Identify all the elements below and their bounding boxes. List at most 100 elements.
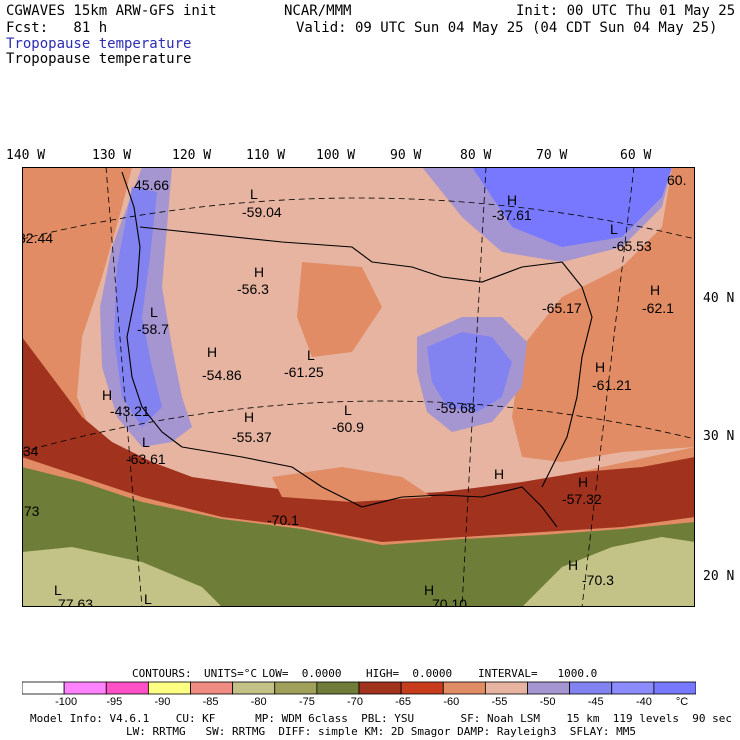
color-tick-label: -90 (154, 696, 170, 707)
map-label: -60.9 (332, 419, 364, 435)
map-label: H (507, 192, 517, 208)
color-scale-bar: -100 -95 -90 -85 -80 -75 -70 -65 -60 -55 -50 -45 -40… (22, 681, 696, 707)
lat-label-40n: 40 N (703, 291, 735, 306)
map-label: H (494, 466, 504, 482)
map-label: 45.66 (134, 177, 169, 193)
contours-low: LOW= 0.0000 (262, 667, 342, 680)
graticule-40n (22, 197, 695, 240)
contours-label: CONTOURS: (132, 667, 192, 680)
coastline-gulf (361, 486, 558, 528)
color-tick-label: -80 (251, 696, 267, 707)
shade-orange-east (512, 167, 695, 462)
contours-units: UNITS=°C (204, 667, 257, 680)
map-label: -43.21 (110, 403, 150, 419)
color-tick-label: -40 (636, 696, 652, 707)
color-swatch (611, 681, 655, 695)
map-label: -61.21 (592, 377, 632, 393)
color-swatch (316, 681, 360, 695)
map-label: H (650, 282, 660, 298)
map-label: -65.17 (542, 300, 582, 316)
color-swatch (190, 681, 234, 695)
color-swatch (63, 681, 107, 695)
color-tick-label: -70 (347, 696, 363, 707)
color-tick-label: -75 (299, 696, 315, 707)
field-title-shaded: Tropopause temperature (6, 36, 192, 52)
map-label: H (568, 557, 578, 573)
graticule-30n (22, 400, 695, 453)
lon-label-60w: 60 W (620, 148, 652, 163)
graticule-lon-60 (581, 167, 635, 607)
header-forecast-hour: Fcst: 81 h (6, 20, 108, 36)
map-label: .34 (22, 443, 39, 459)
map-label: H (254, 264, 264, 280)
shade-tan-southeast (522, 537, 695, 607)
lon-label-120w: 120 W (172, 148, 212, 163)
lat-label-30n: 30 N (703, 429, 735, 444)
color-swatch (653, 681, 696, 695)
map-label: L (54, 582, 62, 598)
shade-tan-southwest (22, 547, 222, 607)
color-swatch (569, 681, 613, 695)
header-center-org: NCAR/MMM (284, 3, 352, 19)
color-swatch (274, 681, 318, 695)
shade-olive-south (22, 467, 695, 607)
map-label: L (307, 347, 315, 363)
map-label: -70.1 (267, 512, 299, 528)
color-swatch (400, 681, 444, 695)
map-label: H (244, 409, 254, 425)
header-init-time: Init: 00 UTC Thu 01 May 25 (516, 3, 736, 19)
color-tick-label: -65 (395, 696, 411, 707)
map-label: L (610, 221, 618, 237)
contours-high: HIGH= 0.0000 (366, 667, 453, 680)
map-label: -70.3 (582, 572, 614, 588)
map-label: .73 (22, 503, 40, 519)
map-label: L (142, 434, 150, 450)
map-label: -37.61 (492, 207, 532, 223)
field-title-contour: Tropopause temperature (6, 51, 192, 67)
color-swatch (105, 681, 149, 695)
color-tick-label: -50 (540, 696, 556, 707)
map-label: -54.86 (202, 367, 242, 383)
map-label: -61.25 (284, 364, 324, 380)
color-swatch (147, 681, 191, 695)
border-us-canada (139, 226, 563, 283)
map-label: L (344, 402, 352, 418)
graticule-lon-80 (461, 167, 487, 607)
lon-label-140w: 140 W (6, 148, 46, 163)
lon-label-90w: 90 W (390, 148, 422, 163)
map-label: -59.68 (436, 400, 476, 416)
color-swatch (442, 681, 486, 695)
color-tick-label: -100 (55, 696, 77, 707)
shade-blue-northeast (472, 167, 672, 247)
border-us-mexico (181, 446, 363, 508)
map-label: -62.1 (642, 300, 674, 316)
map-label: H (102, 387, 112, 403)
color-tick-label: -60 (443, 696, 459, 707)
map-label: 60. (667, 172, 686, 188)
model-info-line1: Model Info: V4.6.1 CU: KF MP: WDM 6class… (30, 712, 732, 725)
map-label: L (144, 591, 152, 607)
map-label: L (150, 304, 158, 320)
map-label: -59.04 (242, 204, 282, 220)
lon-label-100w: 100 W (316, 148, 356, 163)
map-label: -55.37 (232, 429, 272, 445)
coastline-east (541, 261, 593, 488)
color-tick-label: -85 (203, 696, 219, 707)
color-tick-label: °C (676, 696, 688, 707)
map-label: -65.53 (612, 238, 652, 254)
contours-interval: INTERVAL= 1000.0 (478, 667, 598, 680)
color-swatch (232, 681, 276, 695)
color-swatch (22, 681, 65, 695)
map-frame (22, 167, 695, 607)
coastline-west (121, 171, 183, 448)
shade-blue-midwest (427, 332, 512, 412)
tropopause-temperature-map: 45.66 L -59.04 H -37.61 60. 32.44 H -56.… (22, 167, 695, 607)
graticule-lon-130 (105, 167, 143, 607)
map-label: H (578, 474, 588, 490)
map-label: H (207, 344, 217, 360)
color-swatch (484, 681, 528, 695)
lon-label-110w: 110 W (246, 148, 286, 163)
lon-label-130w: 130 W (92, 148, 132, 163)
color-tick-label: -45 (588, 696, 604, 707)
map-label: -63.61 (126, 451, 166, 467)
